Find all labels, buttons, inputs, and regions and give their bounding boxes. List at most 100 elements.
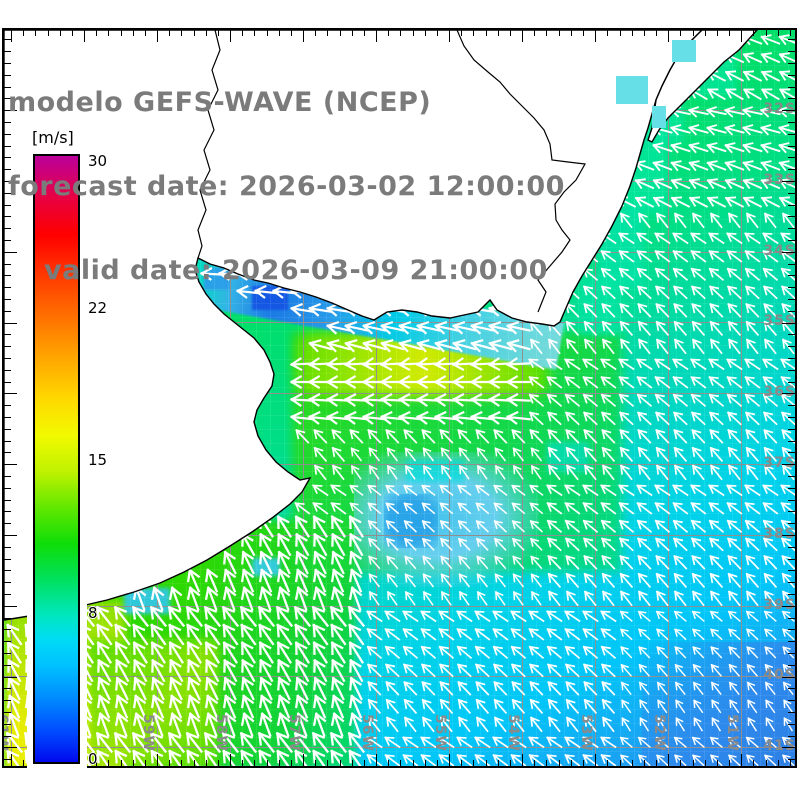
axis-tick: [788, 204, 795, 206]
axis-tick: [788, 735, 795, 737]
axis-tick: [4, 228, 11, 230]
axis-tick: [509, 760, 511, 766]
axis-tick: [4, 133, 11, 135]
axis-tick: [4, 358, 11, 359]
axis-tick: [546, 760, 548, 766]
axis-tick: [4, 86, 11, 88]
axis-tick: [4, 487, 11, 489]
axis-tick: [788, 263, 795, 265]
axis-tick: [788, 723, 795, 725]
axis-tick: [96, 30, 98, 36]
axis-tick: [23, 760, 25, 766]
axis-tick: [4, 523, 11, 525]
axis-tick: [788, 275, 795, 277]
axis-tick: [788, 499, 795, 501]
axis-tick: [144, 760, 146, 766]
axis-tick: [11, 30, 12, 42]
axis-tick: [290, 30, 292, 36]
axis-tick: [4, 759, 11, 761]
axis-tick: [169, 760, 171, 766]
axis-tick: [144, 30, 146, 36]
axis-tick: [788, 74, 795, 76]
axis-tick: [278, 760, 280, 766]
axis-tick: [363, 30, 365, 36]
forecast-date: forecast date: 2026-03-02 12:00:00: [8, 171, 565, 202]
axis-tick: [230, 754, 232, 766]
axis-tick: [4, 558, 11, 560]
axis-tick: [35, 30, 37, 36]
axis-tick: [741, 30, 743, 42]
axis-tick: [777, 760, 779, 766]
axis-tick: [782, 676, 795, 678]
axis-tick: [266, 760, 268, 766]
axis-tick: [71, 30, 73, 36]
valid-date: valid date: 2026-03-09 21:00:00: [44, 255, 548, 286]
axis-tick: [4, 240, 11, 241]
axis-tick: [788, 617, 795, 619]
axis-tick: [788, 358, 795, 359]
land-mass: [4, 30, 703, 621]
axis-tick: [4, 594, 11, 595]
axis-tick: [230, 30, 232, 42]
axis-tick: [4, 287, 11, 289]
axis-tick: [729, 30, 731, 36]
axis-tick: [788, 759, 795, 761]
axis-tick: [788, 405, 795, 407]
axis-tick: [388, 30, 390, 36]
gridline-lat: [4, 534, 795, 536]
lon-label: 53W: [578, 714, 594, 752]
lat-label: 35S: [763, 313, 796, 330]
axis-tick: [217, 760, 219, 766]
axis-tick: [631, 30, 633, 36]
lat-label: 39S: [763, 596, 796, 613]
colorbar-tick-label: 0: [88, 750, 98, 768]
axis-tick: [315, 30, 317, 36]
axis-tick: [716, 760, 718, 766]
axis-tick: [704, 30, 706, 36]
axis-tick: [509, 30, 511, 36]
gridline-lon: [522, 30, 523, 766]
gridline-lat: [4, 605, 795, 607]
axis-tick: [461, 760, 463, 766]
gridline-lon: [741, 30, 742, 766]
axis-tick: [4, 145, 11, 147]
colorbar-units-label: [m/s]: [30, 128, 76, 147]
axis-tick: [169, 30, 171, 36]
axis-tick: [497, 30, 499, 36]
axis-tick: [765, 30, 767, 36]
gridline-lon: [303, 30, 304, 766]
axis-tick: [108, 760, 110, 766]
axis-tick: [4, 334, 11, 336]
field-region: [252, 558, 280, 576]
axis-tick: [351, 760, 353, 766]
axis-tick: [205, 760, 207, 766]
axis-tick: [753, 30, 755, 36]
axis-tick: [4, 322, 17, 324]
gridline-lat: [4, 676, 795, 678]
axis-tick: [656, 760, 657, 766]
axis-tick: [132, 760, 134, 766]
axis-tick: [643, 30, 645, 36]
axis-tick: [376, 754, 378, 766]
gridline-lat: [4, 393, 795, 395]
axis-tick: [788, 546, 795, 548]
title-block: modelo GEFS-WAVE (NCEP) forecast date: 2…: [8, 33, 565, 341]
axis-tick: [424, 760, 426, 766]
axis-tick: [120, 760, 122, 766]
model-title: modelo GEFS-WAVE (NCEP): [8, 87, 432, 118]
axis-tick: [4, 299, 11, 300]
axis-tick: [157, 754, 159, 766]
axis-tick: [4, 74, 11, 76]
axis-tick: [788, 476, 795, 477]
axis-tick: [412, 760, 414, 766]
axis-tick: [656, 30, 657, 36]
axis-tick: [788, 700, 795, 702]
axis-tick: [485, 30, 487, 36]
axis-tick: [788, 63, 795, 64]
axis-tick: [788, 122, 795, 123]
coastal-barrier: [647, 30, 758, 143]
axis-tick: [4, 499, 11, 501]
gridline-lon: [595, 30, 596, 766]
axis-tick: [4, 216, 11, 218]
